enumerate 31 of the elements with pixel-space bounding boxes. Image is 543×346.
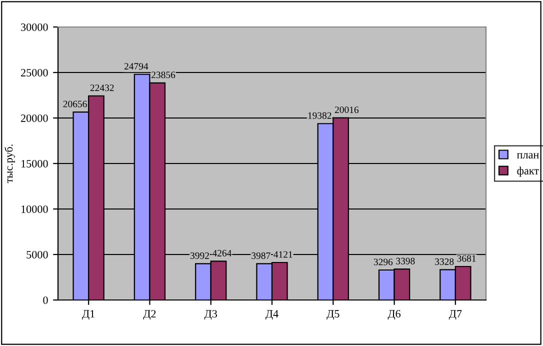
data-label: 20016 [334,106,359,114]
data-label: 3398 [396,258,415,264]
y-axis-title: тыс.руб. [4,144,15,183]
y-tick-label: 25000 [20,68,48,76]
data-label: 24794 [124,63,148,70]
y-tick-label: 30000 [21,23,48,31]
data-label: 20656 [63,100,87,108]
x-tick-label: Д6 [388,310,401,320]
data-label: 4264 [212,250,232,256]
x-tick-label: Д5 [326,310,340,320]
legend-label: план [516,153,539,158]
y-tick-label: 0 [43,296,48,304]
x-tick-label: Д2 [143,310,156,320]
y-tick-label: 20000 [20,114,48,122]
data-label: 4121 [274,251,292,258]
data-label: 19382 [308,112,332,119]
x-tick-label: Д3 [204,310,217,320]
x-tick-label: Д4 [266,310,278,320]
y-tick-label: 5000 [26,250,48,258]
data-label: 3992 [190,252,209,259]
legend-label: факт [517,166,539,177]
data-label: 23856 [152,72,176,78]
x-tick-label: Д7 [448,310,462,320]
data-label: 3328 [435,258,454,265]
y-tick-label: 15000 [21,160,48,168]
data-label: 3296 [374,258,393,266]
data-label: 3987 [252,252,270,259]
data-label: 22432 [90,84,114,92]
y-tick-label: 10000 [21,205,48,213]
x-tick-label: Д1 [82,310,94,320]
data-label: 3681 [457,255,476,262]
